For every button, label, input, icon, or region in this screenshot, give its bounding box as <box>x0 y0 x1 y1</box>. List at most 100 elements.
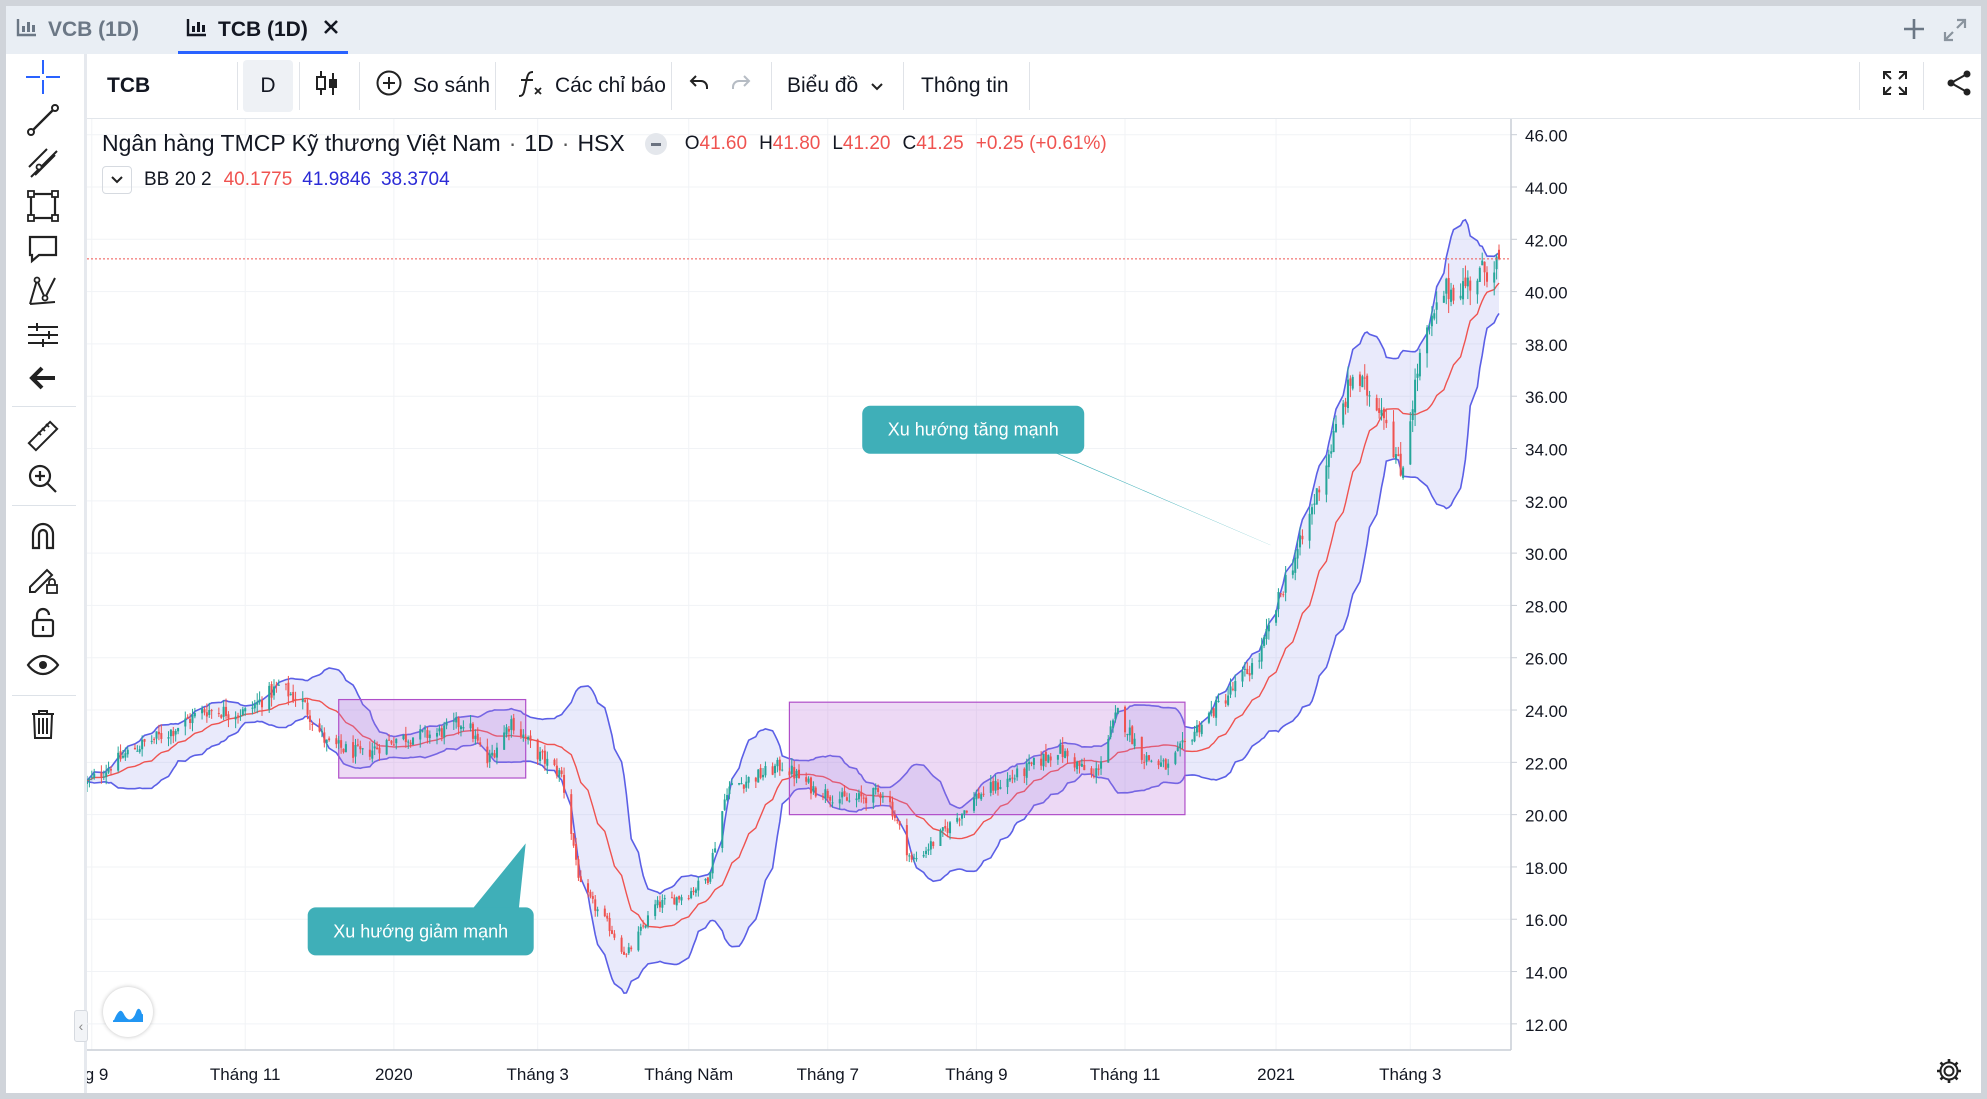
candle-body <box>956 817 959 822</box>
candle-body <box>932 841 935 847</box>
chart-tab-icon <box>186 17 208 43</box>
redo-icon <box>729 71 753 101</box>
candle-body <box>577 859 580 878</box>
add-tab-icon[interactable] <box>1899 14 1929 44</box>
fib-icon[interactable] <box>23 143 63 183</box>
candle-body <box>409 742 412 745</box>
candle-body <box>184 718 187 727</box>
pattern-icon[interactable] <box>23 272 63 312</box>
legend-collapse-icon[interactable] <box>644 132 667 155</box>
candle-body <box>728 786 731 795</box>
legend-interval: 1D <box>524 130 554 156</box>
candle-body <box>340 740 343 748</box>
fullscreen-button[interactable] <box>1881 54 1909 118</box>
price-chart[interactable]: 41.25 Xu hướng giảm mạnh Xu hướng tăng mạ… <box>87 119 1981 1093</box>
eye-icon[interactable] <box>23 645 63 685</box>
compare-button[interactable]: So sánh <box>375 54 490 118</box>
candle-body <box>1008 778 1011 781</box>
candle-body <box>325 739 328 744</box>
share-button[interactable] <box>1945 54 1973 118</box>
candle-body <box>1279 593 1282 595</box>
candle-body <box>1282 594 1285 596</box>
unlock-icon[interactable] <box>23 602 63 642</box>
candle-body <box>558 770 561 777</box>
candle-body <box>1411 409 1414 420</box>
candle-body <box>445 721 448 726</box>
candle-body <box>740 783 743 785</box>
toolbar-separator <box>671 62 672 110</box>
candle-body <box>639 926 642 931</box>
candle-body <box>1078 761 1081 767</box>
toolbar-separator <box>903 62 904 110</box>
candle-body <box>210 710 213 712</box>
tab-vcb[interactable]: VCB (1D) <box>16 6 139 54</box>
candle-body <box>972 797 976 811</box>
candle-body <box>1469 280 1472 291</box>
candle-body <box>1478 267 1481 282</box>
candle-body <box>342 748 345 753</box>
candle-body <box>260 699 264 708</box>
candle-body <box>536 739 539 760</box>
candle-body <box>939 830 942 847</box>
legend-close: C41.25 <box>902 132 964 154</box>
candle-body <box>1433 313 1436 319</box>
ruler-icon[interactable] <box>23 416 63 456</box>
trendline-icon[interactable] <box>23 100 63 140</box>
info-label: Thông tin <box>921 74 1009 97</box>
candle-body <box>121 755 124 758</box>
candle-body <box>1284 574 1287 593</box>
candle-body <box>320 730 323 732</box>
redo-button[interactable] <box>729 54 753 118</box>
prediction-icon[interactable] <box>23 315 63 355</box>
candle-body <box>788 771 791 776</box>
time-tick-label: Tháng 3 <box>506 1065 568 1084</box>
candle-body <box>1162 760 1165 762</box>
candle-body <box>275 684 278 686</box>
interval-button[interactable]: D <box>243 60 293 112</box>
candle-style-button[interactable] <box>315 54 339 118</box>
close-icon[interactable] <box>322 18 340 42</box>
logo-icon[interactable] <box>103 987 153 1037</box>
candle-body <box>1260 645 1263 662</box>
candle-body <box>443 725 446 738</box>
collapse-toolbar-handle[interactable]: ‹ <box>74 1010 88 1042</box>
rectangle-icon[interactable] <box>23 186 63 226</box>
candle-body <box>1399 453 1402 476</box>
legend-separator: · <box>561 130 570 156</box>
candle-body <box>292 692 295 701</box>
zoom-in-icon[interactable] <box>23 459 63 499</box>
comment-icon[interactable] <box>23 229 63 269</box>
bb-lower-value: 38.3704 <box>380 169 450 190</box>
candle-body <box>201 708 204 714</box>
gear-icon[interactable] <box>1934 1056 1964 1086</box>
undo-button[interactable] <box>687 54 711 118</box>
candle-body <box>344 744 347 753</box>
back-arrow-icon[interactable] <box>23 358 63 398</box>
tab-tcb[interactable]: TCB (1D) <box>186 6 340 54</box>
candle-body <box>1224 700 1227 704</box>
interval-label: D <box>260 74 276 97</box>
candle-body <box>742 784 745 789</box>
candle-body <box>654 904 657 917</box>
trash-icon[interactable] <box>23 704 63 744</box>
chevron-down-icon[interactable] <box>102 166 132 194</box>
magnet-icon[interactable] <box>23 516 63 556</box>
bb-basis-value: 40.1775 <box>223 169 293 190</box>
candle-body <box>138 749 141 752</box>
candle-body <box>1294 557 1297 573</box>
lock-draw-icon[interactable] <box>23 559 63 599</box>
candle-body <box>117 752 120 771</box>
crosshair-icon[interactable] <box>23 57 63 97</box>
indicators-button[interactable]: Các chỉ báo <box>517 54 666 118</box>
chart-type-dropdown[interactable]: Biểu đồ <box>787 54 884 118</box>
symbol-search[interactable]: TCB <box>107 54 150 118</box>
expand-window-icon[interactable] <box>1941 16 1969 44</box>
price-axis[interactable]: 12.00 14.00 16.00 18.00 20.00 22.00 24.00 26.00… <box>1510 119 1981 1093</box>
candle-body <box>1231 688 1234 690</box>
candle-body <box>1145 755 1148 762</box>
candle-body <box>905 825 908 856</box>
candle-body <box>352 742 355 758</box>
info-button[interactable]: Thông tin <box>921 54 1009 118</box>
candle-body <box>673 897 676 905</box>
time-axis[interactable]: ng 9 Tháng 11 2020 Tháng 3 Tháng Năm Tháng 7 T… <box>87 1049 1511 1084</box>
